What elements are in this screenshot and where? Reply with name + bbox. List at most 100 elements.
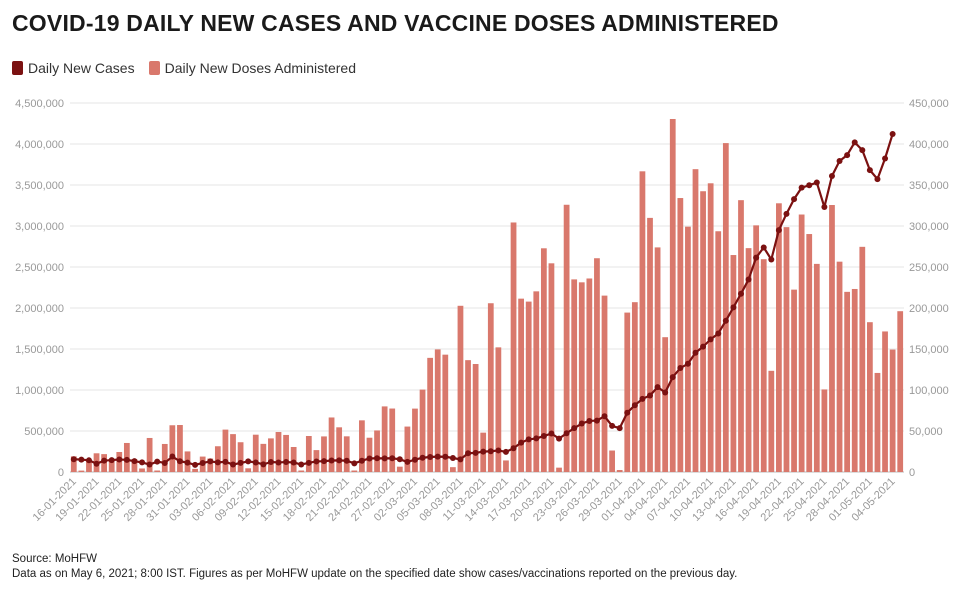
point-cases xyxy=(366,455,373,462)
bar-doses xyxy=(571,279,578,472)
point-cases xyxy=(260,461,267,468)
bar-doses xyxy=(268,438,274,472)
bar-doses xyxy=(336,427,343,472)
point-cases xyxy=(123,456,130,463)
bar-doses xyxy=(495,347,502,472)
point-cases xyxy=(328,457,335,464)
point-cases xyxy=(586,417,593,424)
bar-doses xyxy=(70,456,77,472)
legend-swatch-cases xyxy=(12,61,23,75)
point-cases xyxy=(540,433,547,440)
bar-doses xyxy=(298,470,305,472)
bar-doses xyxy=(518,298,524,472)
point-cases xyxy=(283,459,290,466)
bar-doses xyxy=(889,349,896,472)
y-left-tick-label: 1,500,000 xyxy=(15,344,64,356)
bar-doses xyxy=(548,263,555,472)
bar-doses xyxy=(222,429,229,472)
bar-doses xyxy=(624,312,631,472)
point-cases xyxy=(389,455,396,462)
bar-doses xyxy=(776,203,782,473)
point-cases xyxy=(70,456,77,463)
source-note: Source: MoHFW xyxy=(12,553,97,565)
bar-doses xyxy=(851,288,858,472)
bar-doses xyxy=(510,222,517,472)
bar-doses xyxy=(146,437,153,472)
bar-doses xyxy=(700,191,706,473)
point-cases xyxy=(647,392,654,399)
point-cases xyxy=(631,402,638,409)
bar-doses xyxy=(237,442,244,472)
bar-doses xyxy=(867,322,873,472)
point-cases xyxy=(154,458,161,465)
point-cases xyxy=(495,447,502,454)
bar-doses xyxy=(798,214,805,472)
point-cases xyxy=(396,456,403,463)
point-cases xyxy=(237,459,244,466)
point-cases xyxy=(320,458,327,465)
point-cases xyxy=(639,395,646,402)
point-cases xyxy=(806,182,813,189)
point-cases xyxy=(207,458,214,465)
y-right-tick-label: 0 xyxy=(909,467,915,479)
bar-doses xyxy=(829,205,835,472)
point-cases xyxy=(93,460,100,467)
point-cases xyxy=(715,330,722,337)
point-cases xyxy=(798,184,805,191)
bar-doses xyxy=(730,255,737,472)
bar-doses xyxy=(472,364,479,472)
point-cases xyxy=(813,179,820,186)
bar-doses xyxy=(86,459,92,472)
y-left-tick-label: 4,500,000 xyxy=(15,98,64,110)
point-cases xyxy=(502,448,509,455)
y-right-tick-label: 50,000 xyxy=(909,426,943,438)
legend-item-doses[interactable]: Daily New Doses Administered xyxy=(148,60,356,76)
point-cases xyxy=(252,459,259,466)
point-cases xyxy=(844,152,851,159)
point-cases xyxy=(533,435,540,442)
bar-doses xyxy=(305,436,312,472)
bar-doses xyxy=(685,226,691,472)
bar-doses xyxy=(760,259,767,472)
point-cases xyxy=(480,448,487,455)
bar-doses xyxy=(260,443,267,472)
point-cases xyxy=(851,139,858,146)
bar-doses xyxy=(139,468,145,472)
legend-item-cases[interactable]: Daily New Cases xyxy=(12,60,135,76)
point-cases xyxy=(131,458,138,465)
bar-doses xyxy=(783,227,790,472)
y-right-tick-label: 450,000 xyxy=(909,98,949,110)
bar-doses xyxy=(381,406,388,472)
bar-doses xyxy=(806,234,813,472)
y-left-tick-label: 3,000,000 xyxy=(15,221,64,233)
bar-doses xyxy=(647,217,653,472)
point-cases xyxy=(662,389,669,396)
bar-doses xyxy=(169,425,176,472)
bar-doses xyxy=(442,354,449,472)
bar-doses xyxy=(631,302,638,472)
bar-doses xyxy=(540,248,547,472)
point-cases xyxy=(146,461,153,468)
bar-doses xyxy=(707,183,714,472)
bar-doses xyxy=(321,436,327,472)
point-cases xyxy=(828,173,835,180)
y-right-tick-label: 400,000 xyxy=(909,139,949,151)
point-cases xyxy=(684,360,691,367)
chart-legend: Daily New Cases Daily New Doses Administ… xyxy=(12,60,356,76)
y-right-tick-label: 350,000 xyxy=(909,180,949,192)
point-cases xyxy=(222,458,229,465)
point-cases xyxy=(775,227,782,234)
bar-doses xyxy=(738,200,744,473)
point-cases xyxy=(472,449,479,456)
point-cases xyxy=(548,430,555,437)
point-cases xyxy=(624,409,631,416)
chart-footer: Source: MoHFW Data as on May 6, 2021; 8:… xyxy=(12,552,737,582)
point-cases xyxy=(737,290,744,297)
point-cases xyxy=(866,167,873,174)
point-cases xyxy=(487,448,494,455)
bar-doses xyxy=(412,408,418,472)
point-cases xyxy=(821,204,828,211)
point-cases xyxy=(343,457,350,464)
bar-doses xyxy=(351,470,358,472)
bar-doses xyxy=(457,305,464,472)
